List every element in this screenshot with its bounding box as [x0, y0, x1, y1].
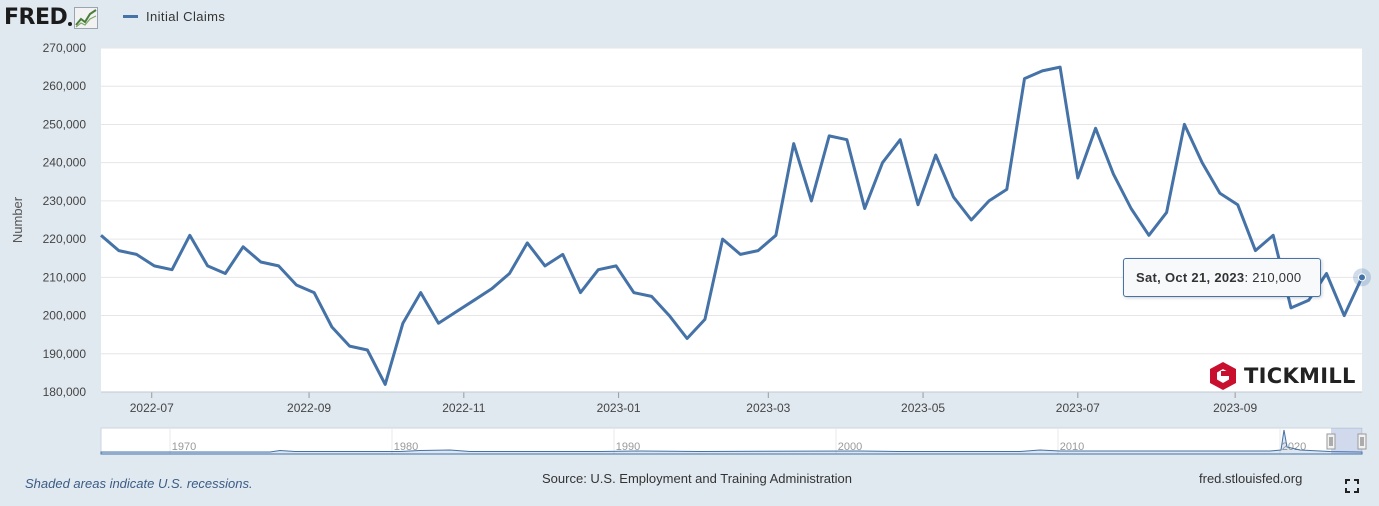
navigator-left-handle[interactable] — [1326, 433, 1336, 450]
y-tick-label: 250,000 — [43, 117, 87, 131]
x-tick-labels: 2022-07 2022-09 2022-11 2023-01 2023-03 2023-… — [130, 401, 1258, 415]
x-tick-label: 2023-07 — [1056, 401, 1100, 415]
navigator: 1970 1980 1990 2000 2010 2020 — [100, 427, 1367, 455]
y-tick-label: 180,000 — [43, 385, 87, 399]
x-tick-label: 2023-03 — [746, 401, 790, 415]
fred-logo-dot — [68, 21, 73, 26]
x-tick-label: 2022-09 — [287, 401, 331, 415]
tooltip-value: 210,000 — [1248, 270, 1302, 285]
data-tooltip: Sat, Oct 21, 2023: 210,000 — [1123, 258, 1321, 297]
fullscreen-icon[interactable] — [1345, 479, 1359, 493]
series-line[interactable] — [100, 65, 1364, 386]
y-tick-label: 270,000 — [43, 41, 87, 55]
fred-chart-icon — [74, 6, 99, 29]
series-group — [100, 65, 1364, 386]
x-tick-label: 2023-09 — [1213, 401, 1257, 415]
tickmill-logo-icon — [1210, 362, 1236, 390]
y-tick-labels: 180,000 190,000 200,000 210,000 220,000 230,0… — [43, 41, 87, 399]
navigator-tick-label: 2000 — [838, 441, 862, 453]
y-tick-label: 240,000 — [43, 156, 87, 170]
tickmill-watermark: TICKMILL — [1209, 361, 1356, 391]
recession-note: Shaded areas indicate U.S. recessions. — [25, 476, 253, 491]
hover-point[interactable] — [1358, 273, 1366, 282]
navigator-tick-label: 2010 — [1060, 441, 1084, 453]
y-tick-label: 200,000 — [43, 309, 87, 323]
hover-marker-group — [1353, 268, 1371, 287]
fred-logo-text: FRED — [4, 5, 68, 30]
tickmill-text: TICKMILL — [1244, 364, 1356, 388]
x-tick-label: 2022-07 — [130, 401, 174, 415]
chart-header: FRED Initial Claims — [0, 0, 1379, 36]
y-tick-label: 210,000 — [43, 270, 87, 284]
y-tick-label: 260,000 — [43, 79, 87, 93]
x-tick-label: 2022-11 — [442, 401, 485, 415]
y-tick-label: 220,000 — [43, 232, 87, 246]
tooltip-text: Sat, Oct 21, 2023: 210,000 — [1136, 270, 1302, 285]
x-tick-label: 2023-01 — [597, 401, 641, 415]
tooltip-date: Sat, Oct 21, 2023 — [1136, 270, 1245, 285]
navigator-selected-range[interactable] — [1331, 428, 1362, 454]
legend-swatch — [123, 15, 138, 18]
navigator-right-handle[interactable] — [1357, 433, 1367, 450]
grid-lines — [101, 47, 1362, 398]
navigator-series — [100, 429, 1363, 455]
y-tick-label: 190,000 — [43, 347, 87, 361]
x-tick-label: 2023-05 — [901, 401, 945, 415]
y-axis-label: Number — [10, 196, 25, 243]
navigator-track[interactable] — [100, 427, 1363, 455]
fred-logo[interactable]: FRED — [4, 5, 99, 30]
navigator-tick-label: 1970 — [172, 441, 196, 453]
legend-item[interactable]: Initial Claims — [123, 9, 225, 24]
source-text: Source: U.S. Employment and Training Adm… — [542, 471, 852, 486]
navigator-tick-label: 1980 — [394, 441, 418, 453]
plot-background — [101, 48, 1362, 392]
navigator-tick-label: 1990 — [616, 441, 640, 453]
legend-label: Initial Claims — [146, 9, 226, 24]
fred-url-link[interactable]: fred.stlouisfed.org — [1199, 471, 1303, 486]
y-tick-label: 230,000 — [43, 194, 87, 208]
